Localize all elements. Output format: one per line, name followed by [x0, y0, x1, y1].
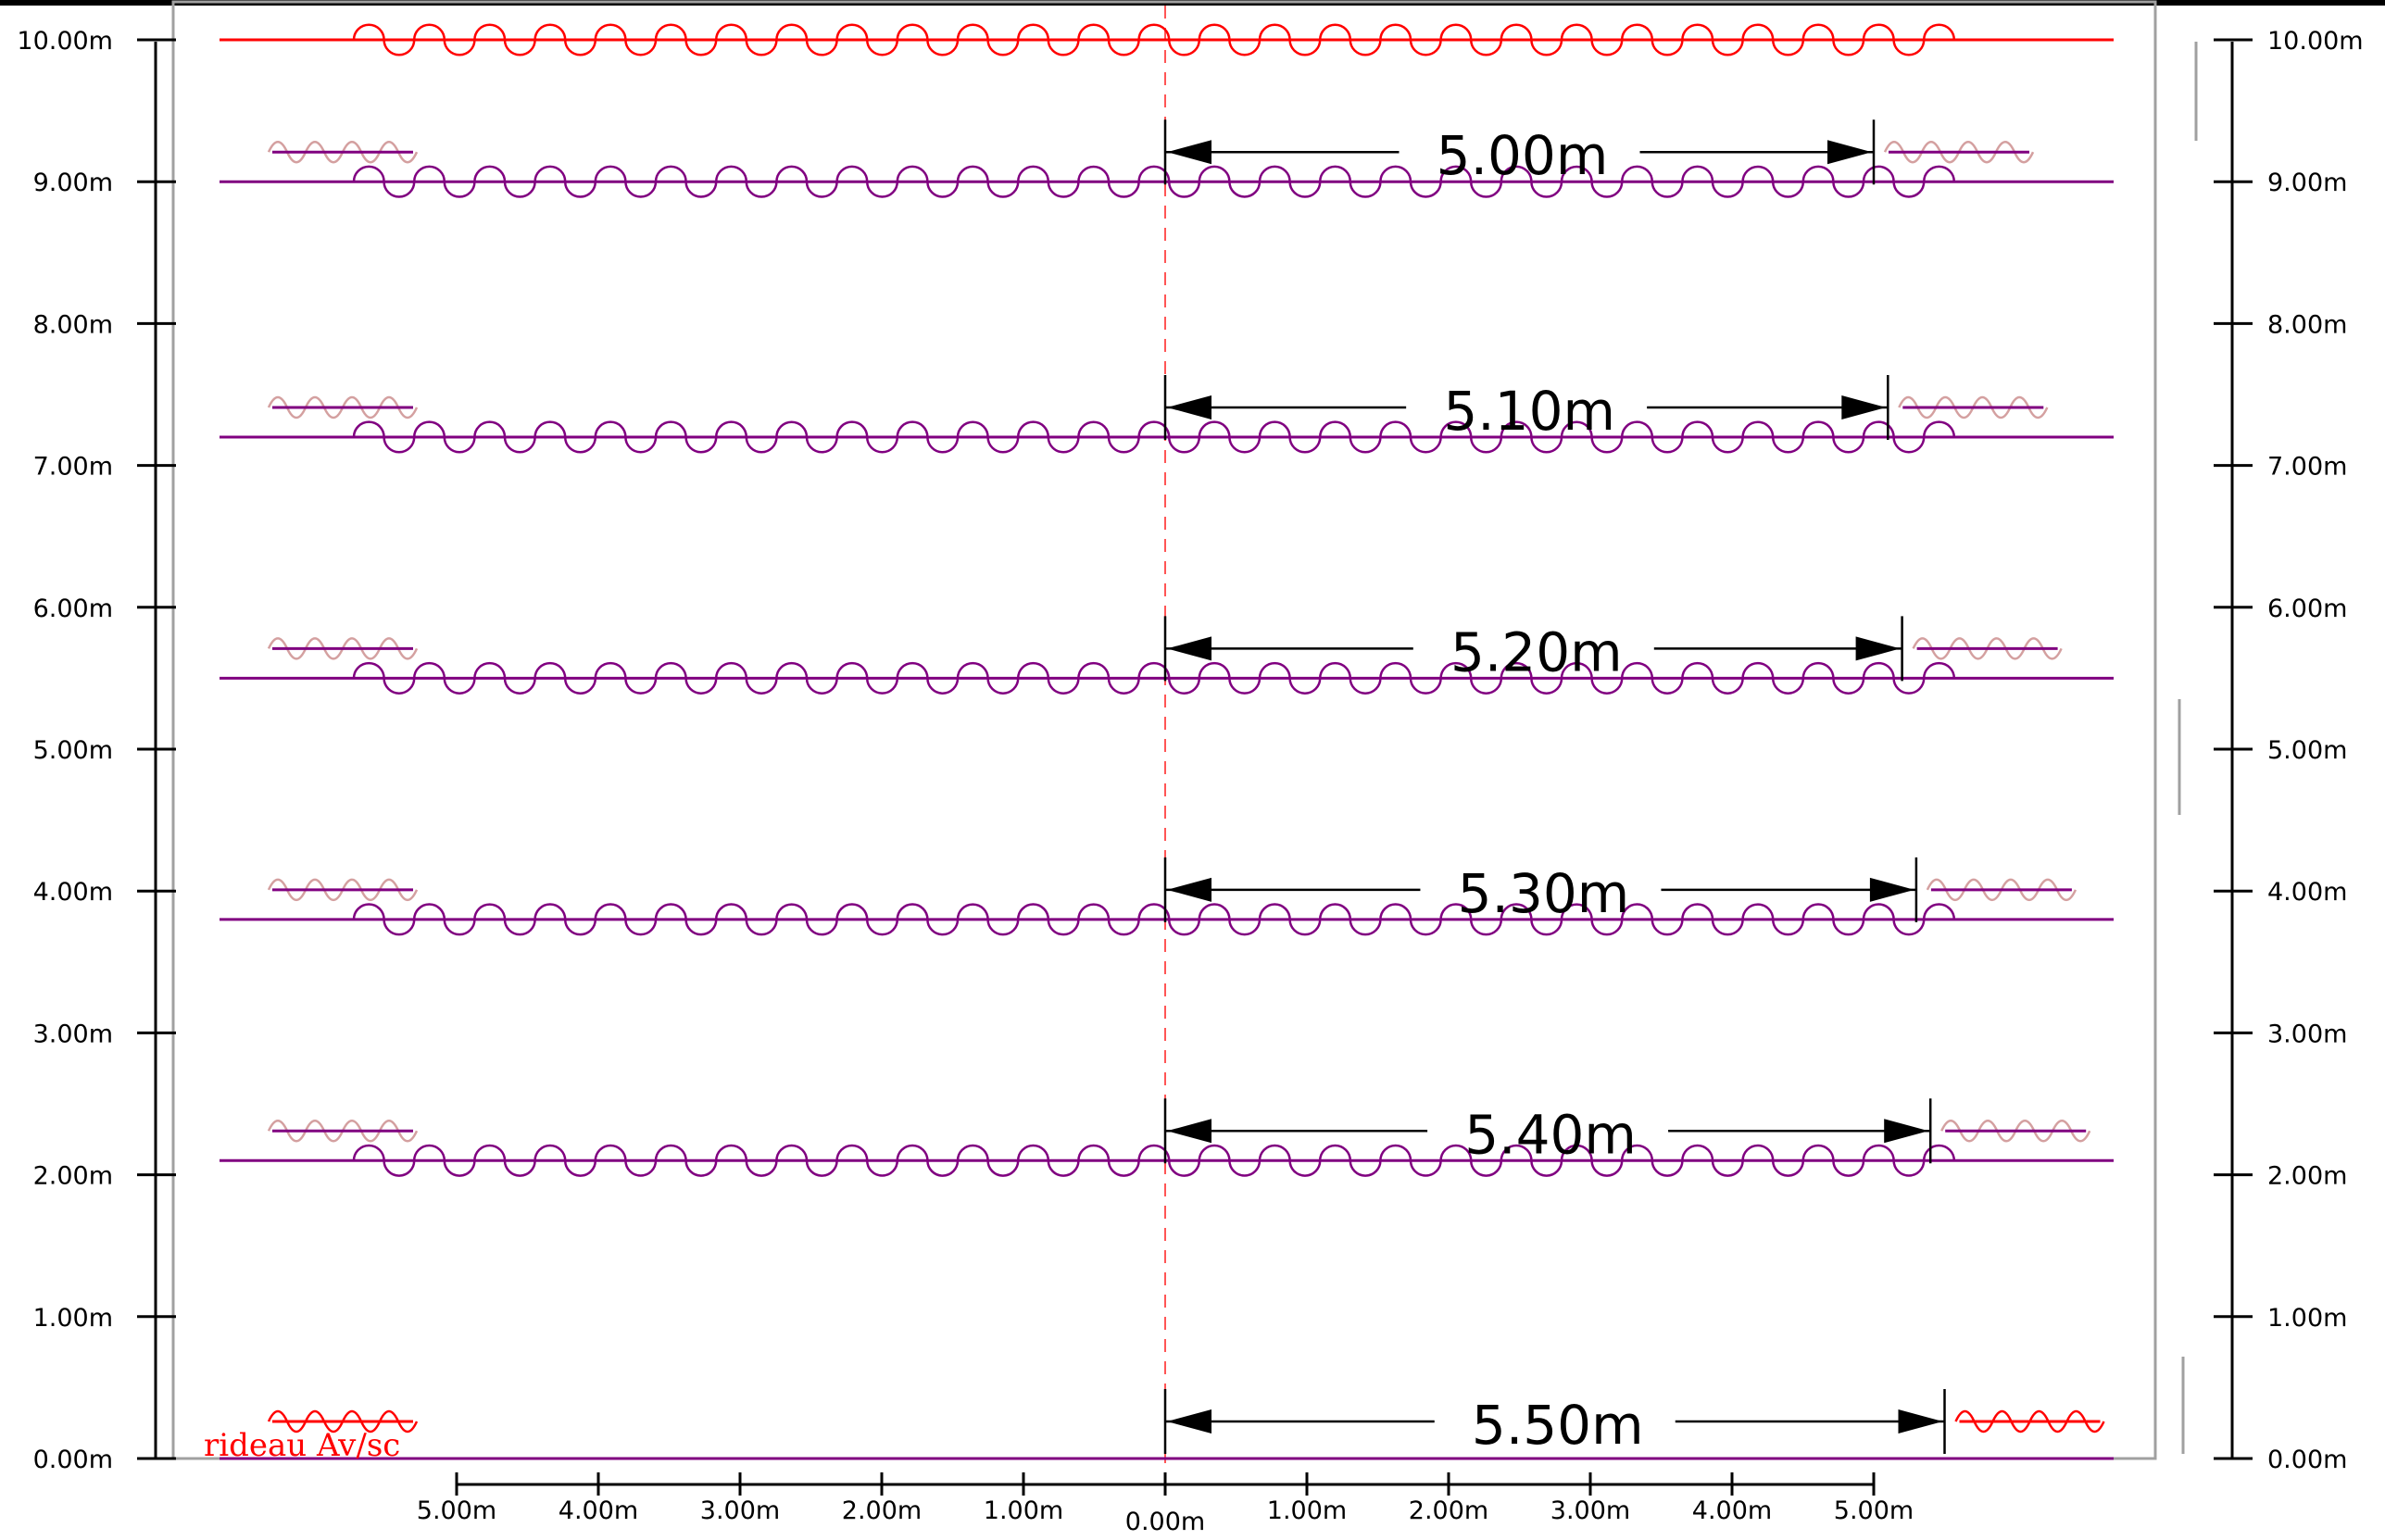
fly-icon-left	[267, 1409, 419, 1434]
curtain-5-5	[220, 661, 2114, 695]
dimension-arrowhead	[1167, 877, 1211, 902]
curtain-folds	[352, 165, 1956, 198]
bottom-axis-tick-label: 2.00m	[1409, 1496, 1488, 1525]
dimension-arrowhead	[1167, 140, 1211, 165]
dimension-label: 5.40m	[1464, 1103, 1637, 1166]
right-axis-tick-label: 6.00m	[2267, 595, 2347, 623]
dimension-arrowhead	[1827, 140, 1872, 165]
dimension-label: 5.50m	[1472, 1394, 1644, 1457]
bottom-axis-tick-label: 5.00m	[1834, 1496, 1914, 1525]
curtain-folds	[352, 1144, 1956, 1177]
left-axis-tick-label: 3.00m	[33, 1020, 113, 1048]
dimension-arrowhead	[1884, 1119, 1929, 1144]
dimension-front-curtain: 5.50m	[267, 1389, 2105, 1457]
dimension-arrowhead	[1841, 394, 1887, 419]
dimension-arrowhead	[1167, 1119, 1211, 1144]
fly-icon-right	[1926, 878, 2077, 902]
dimension-curtain-2-1: 5.40m	[267, 1098, 2091, 1166]
dimension-arrowhead	[1855, 636, 1901, 661]
bottom-axis-tick-label: 1.00m	[984, 1496, 1063, 1525]
dimension-arrowhead	[1167, 636, 1211, 661]
fly-icon-right	[1954, 1409, 2105, 1434]
right-axis-tick-label: 7.00m	[2267, 453, 2347, 482]
bottom-axis-tick-label: 2.00m	[842, 1496, 922, 1525]
dimension-label: 5.20m	[1450, 620, 1623, 683]
bottom-axis-tick-label: 0.00m	[1125, 1508, 1205, 1536]
left-axis-tick-label: 8.00m	[33, 310, 113, 339]
right-axis-tick-label: 2.00m	[2267, 1162, 2347, 1191]
curtains-layer	[220, 23, 2114, 1460]
fly-icon-left	[267, 140, 419, 164]
bottom-axis-tick-label: 4.00m	[1692, 1496, 1772, 1525]
bottom-axis-tick-label: 1.00m	[1267, 1496, 1347, 1525]
left-axis-tick-label: 0.00m	[33, 1446, 113, 1474]
dimension-label: 5.10m	[1443, 380, 1615, 443]
fly-icon-right	[1883, 140, 2035, 164]
dimension-curtain-7-2: 5.10m	[267, 374, 2049, 443]
right-axis-tick-label: 10.00m	[2267, 27, 2364, 56]
curtain-folds	[352, 661, 1956, 695]
right-axis-tick-label: 1.00m	[2267, 1304, 2347, 1333]
dimension-curtain-5-5: 5.20m	[267, 616, 2063, 683]
left-axis-tick-label: 2.00m	[33, 1162, 113, 1191]
left-axis: 0.00m 1.00m 2.00m 3.00m 4.00m 5.00m 6.00m 7.00m…	[17, 27, 176, 1474]
dimension-label: 5.30m	[1458, 862, 1630, 925]
dimension-arrowhead	[1167, 1409, 1211, 1434]
bottom-axis-tick-label: 3.00m	[700, 1496, 780, 1525]
left-axis-tick-label: 7.00m	[33, 453, 113, 482]
fly-icon-right	[1912, 637, 2063, 660]
left-axis-tick-label: 9.00m	[33, 169, 113, 197]
left-axis-tick-label: 5.00m	[33, 736, 113, 765]
fly-icon-right	[1940, 1120, 2091, 1143]
dimension-arrowhead	[1167, 394, 1211, 419]
front-curtain-label: rideau Av/sc	[204, 1427, 400, 1464]
curtain-folds	[352, 23, 1956, 56]
curtain-9	[220, 165, 2114, 198]
curtain-2-1	[220, 1144, 2114, 1177]
bottom-axis: 5.00m 4.00m 3.00m 2.00m 1.00m 0.00m 1.00m 2.00m…	[417, 1472, 1914, 1536]
fly-icon-left	[267, 878, 419, 902]
right-axis-tick-label: 4.00m	[2267, 878, 2347, 907]
dimension-curtain-9: 5.00m	[267, 119, 2035, 187]
right-axis-tick-label: 3.00m	[2267, 1020, 2347, 1048]
dimension-arrowhead	[1898, 1409, 1943, 1434]
left-axis-tick-label: 10.00m	[17, 27, 113, 56]
bottom-axis-tick-label: 4.00m	[559, 1496, 638, 1525]
dimension-arrowhead	[1869, 877, 1914, 902]
right-axis-tick-label: 8.00m	[2267, 310, 2347, 339]
dimension-label: 5.00m	[1437, 124, 1609, 187]
right-axis: 0.00m 1.00m 2.00m 3.00m 4.00m 5.00m 6.00m 7.00m…	[2214, 27, 2364, 1474]
curtain-folds	[352, 903, 1956, 936]
curtain-7-2	[220, 420, 2114, 454]
curtain-3-8	[220, 903, 2114, 936]
right-axis-tick-label: 0.00m	[2267, 1446, 2347, 1474]
left-axis-tick-label: 1.00m	[33, 1304, 113, 1333]
bottom-axis-tick-label: 5.00m	[417, 1496, 496, 1525]
fly-icon-left	[267, 395, 419, 419]
left-axis-tick-label: 6.00m	[33, 595, 113, 623]
top-red-curtain	[220, 23, 2114, 56]
curtain-folds	[352, 420, 1956, 454]
right-axis-tick-label: 5.00m	[2267, 736, 2347, 765]
fly-icon-left	[267, 1120, 419, 1143]
left-axis-tick-label: 4.00m	[33, 878, 113, 907]
fly-icon-left	[267, 637, 419, 660]
dimensions-layer: 5.00m 5.10m 5.20m 5.30m 5.40m 5.50m	[267, 119, 2105, 1457]
bottom-axis-tick-label: 3.00m	[1550, 1496, 1630, 1525]
dimension-curtain-3-8: 5.30m	[267, 857, 2077, 925]
fly-icon-right	[1898, 395, 2049, 419]
right-axis-tick-label: 9.00m	[2267, 169, 2347, 197]
